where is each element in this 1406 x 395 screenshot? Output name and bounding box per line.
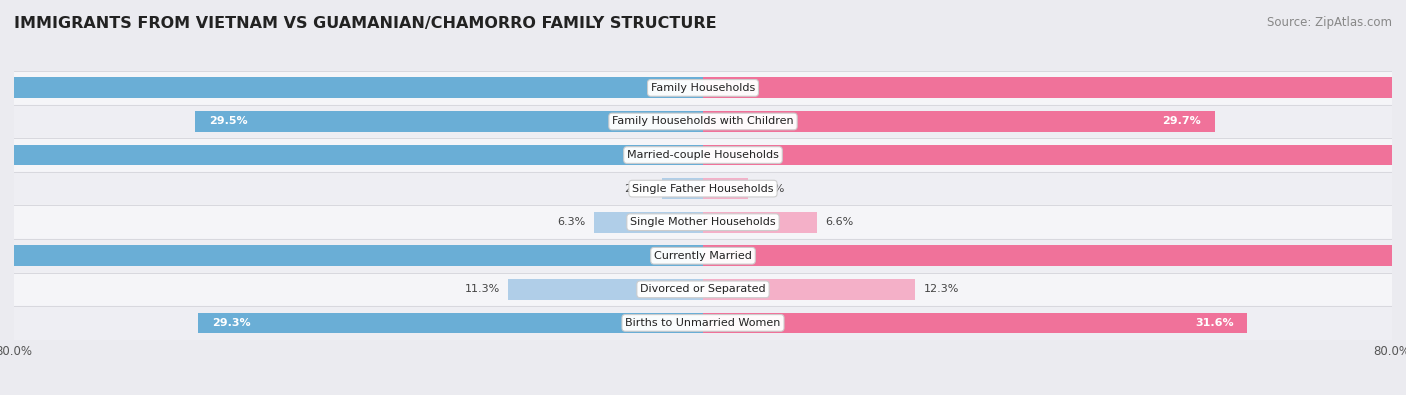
Text: 29.5%: 29.5% bbox=[208, 117, 247, 126]
Bar bbox=[14, 205, 1392, 239]
Text: Births to Unmarried Women: Births to Unmarried Women bbox=[626, 318, 780, 328]
Text: Single Mother Households: Single Mother Households bbox=[630, 217, 776, 227]
Text: 6.3%: 6.3% bbox=[558, 217, 586, 227]
Bar bbox=[14, 105, 1392, 138]
Bar bbox=[0, 245, 703, 266]
Bar bbox=[595, 212, 703, 233]
Bar bbox=[703, 279, 915, 300]
Bar bbox=[14, 71, 1392, 105]
Text: Single Father Households: Single Father Households bbox=[633, 184, 773, 194]
Text: 2.6%: 2.6% bbox=[756, 184, 785, 194]
Bar bbox=[662, 178, 703, 199]
Bar bbox=[703, 245, 1406, 266]
Bar bbox=[14, 306, 1392, 340]
Bar bbox=[703, 77, 1406, 98]
Bar bbox=[703, 212, 817, 233]
Bar bbox=[195, 111, 703, 132]
Text: 2.4%: 2.4% bbox=[624, 184, 652, 194]
Bar bbox=[703, 145, 1406, 166]
Text: Currently Married: Currently Married bbox=[654, 251, 752, 261]
Bar bbox=[0, 77, 703, 98]
Bar bbox=[703, 178, 748, 199]
Text: Family Households with Children: Family Households with Children bbox=[612, 117, 794, 126]
Text: IMMIGRANTS FROM VIETNAM VS GUAMANIAN/CHAMORRO FAMILY STRUCTURE: IMMIGRANTS FROM VIETNAM VS GUAMANIAN/CHA… bbox=[14, 16, 717, 31]
Text: 6.6%: 6.6% bbox=[825, 217, 853, 227]
Text: 31.6%: 31.6% bbox=[1195, 318, 1233, 328]
Bar bbox=[703, 111, 1215, 132]
Text: Family Households: Family Households bbox=[651, 83, 755, 93]
Text: 12.3%: 12.3% bbox=[924, 284, 959, 294]
Bar bbox=[14, 273, 1392, 306]
Text: Divorced or Separated: Divorced or Separated bbox=[640, 284, 766, 294]
Text: Source: ZipAtlas.com: Source: ZipAtlas.com bbox=[1267, 16, 1392, 29]
Text: 11.3%: 11.3% bbox=[464, 284, 499, 294]
Bar bbox=[0, 145, 703, 166]
Bar bbox=[14, 239, 1392, 273]
Bar bbox=[198, 312, 703, 333]
Bar bbox=[14, 138, 1392, 172]
Bar bbox=[14, 172, 1392, 205]
Text: 29.7%: 29.7% bbox=[1161, 117, 1201, 126]
Bar bbox=[703, 312, 1247, 333]
Bar bbox=[509, 279, 703, 300]
Text: Married-couple Households: Married-couple Households bbox=[627, 150, 779, 160]
Text: 29.3%: 29.3% bbox=[212, 318, 250, 328]
